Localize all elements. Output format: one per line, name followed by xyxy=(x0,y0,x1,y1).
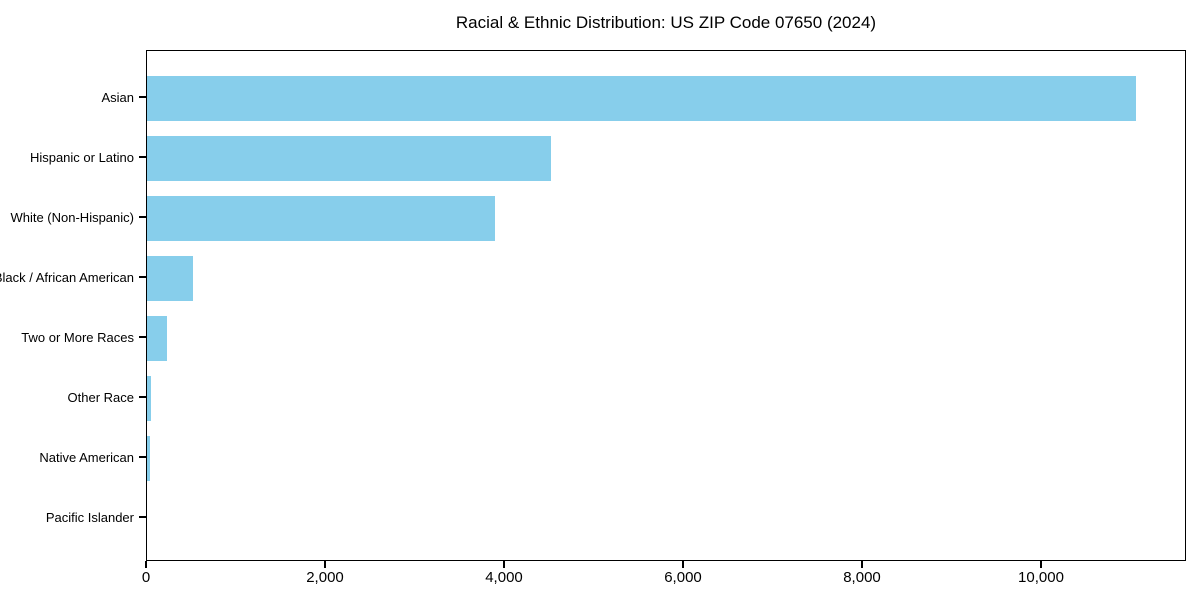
bar-asian xyxy=(147,75,1136,121)
y-tick-label-pacific-islander: Pacific Islander xyxy=(45,509,134,525)
bar-two-or-more-races xyxy=(147,315,168,361)
y-tick-label-asian: Asian xyxy=(101,89,134,105)
bar-hispanic-or-latino xyxy=(147,135,551,181)
bar-black-african-american xyxy=(147,255,194,301)
x-tick-mark xyxy=(1040,561,1042,568)
x-tick-label-10000: 10,000 xyxy=(1018,569,1064,586)
y-tick-label-hispanic-or-latino: Hispanic or Latino xyxy=(29,149,134,165)
y-tick-mark xyxy=(139,336,146,338)
y-tick-mark xyxy=(139,396,146,398)
y-tick-mark xyxy=(139,276,146,278)
bar-white-non-hispanic xyxy=(147,195,496,241)
y-tick-label-two-or-more-races: Two or More Races xyxy=(21,329,134,345)
y-tick-label-black-african-american: Black / African American xyxy=(0,269,134,285)
plot-area xyxy=(146,50,1186,561)
x-tick-label-8000: 8,000 xyxy=(843,569,881,586)
x-tick-label-0: 0 xyxy=(141,569,151,586)
x-tick-mark xyxy=(145,561,147,568)
bar-native-american xyxy=(147,435,150,481)
y-tick-mark xyxy=(139,96,146,98)
x-tick-label-2000: 2,000 xyxy=(306,569,344,586)
chart-title: Racial & Ethnic Distribution: US ZIP Cod… xyxy=(455,13,877,32)
x-tick-label-4000: 4,000 xyxy=(485,569,523,586)
x-tick-mark xyxy=(503,561,505,568)
x-tick-mark xyxy=(861,561,863,568)
y-tick-label-white-non-hispanic: White (Non-Hispanic) xyxy=(10,209,134,225)
y-tick-label-other-race: Other Race xyxy=(67,389,134,405)
y-tick-label-native-american: Native American xyxy=(39,449,134,465)
x-tick-mark xyxy=(324,561,326,568)
bar-other-race xyxy=(147,375,151,421)
y-tick-mark xyxy=(139,456,146,458)
y-tick-mark xyxy=(139,216,146,218)
x-tick-label-6000: 6,000 xyxy=(664,569,702,586)
x-tick-mark xyxy=(682,561,684,568)
y-tick-mark xyxy=(139,516,146,518)
y-tick-mark xyxy=(139,156,146,158)
